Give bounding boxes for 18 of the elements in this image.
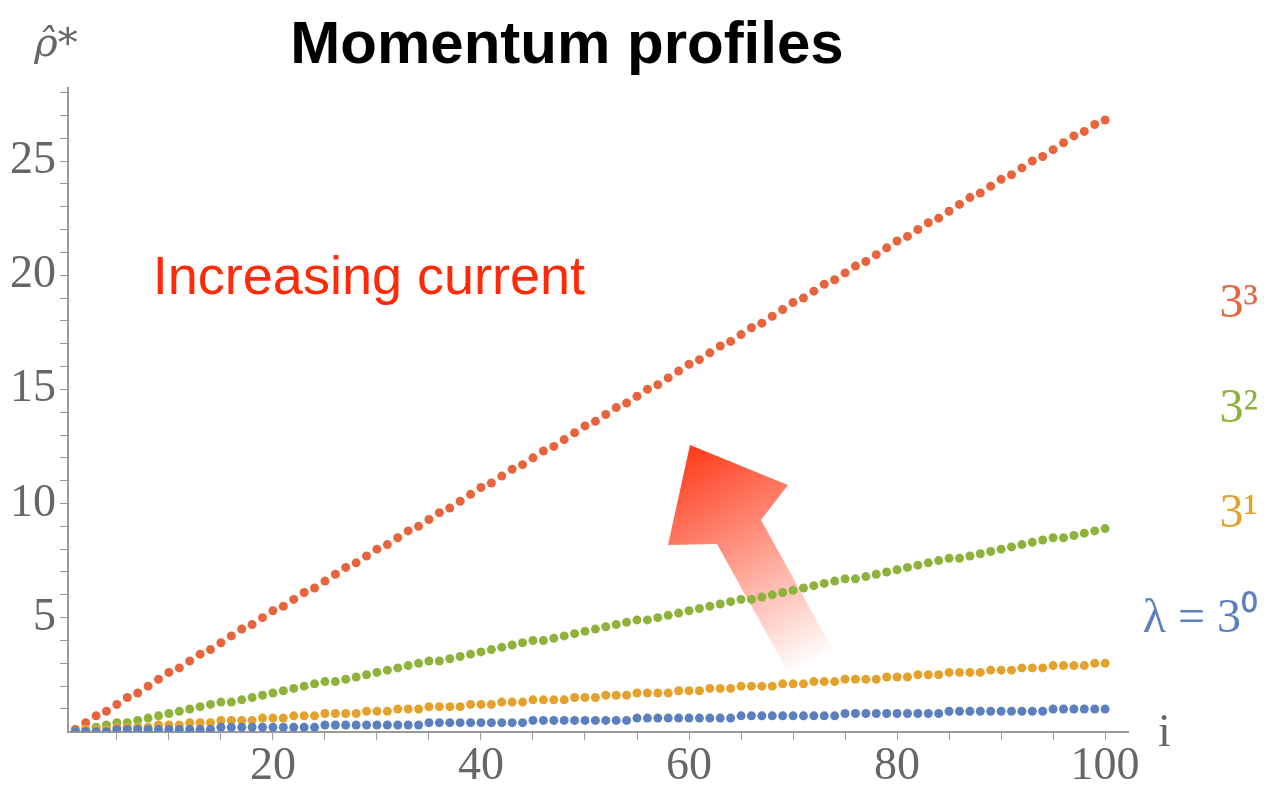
x-tick-label: 100	[1070, 738, 1140, 790]
y-axis-title: ρ̂*	[33, 19, 78, 66]
text: 3²	[1219, 378, 1258, 432]
x-axis-title: i	[1158, 704, 1171, 756]
y-tick-label: 20	[10, 246, 56, 298]
x-tick-label: 80	[874, 738, 921, 790]
series-label: λ = 3⁰	[1142, 588, 1258, 642]
x-tick-label: 60	[666, 738, 713, 790]
text: 3³	[1219, 273, 1258, 327]
annotation: Increasing current	[152, 245, 586, 306]
y-tick-label: 5	[33, 588, 56, 640]
x-tick-label: 40	[457, 738, 504, 790]
y-tick-label: 25	[10, 132, 56, 184]
y-tick-label: 15	[10, 360, 56, 412]
y-tick-label: 10	[10, 474, 56, 526]
text: 3¹	[1219, 483, 1258, 537]
x-tick-label: 20	[249, 738, 296, 790]
chart-title: Momentum profiles	[290, 8, 844, 76]
